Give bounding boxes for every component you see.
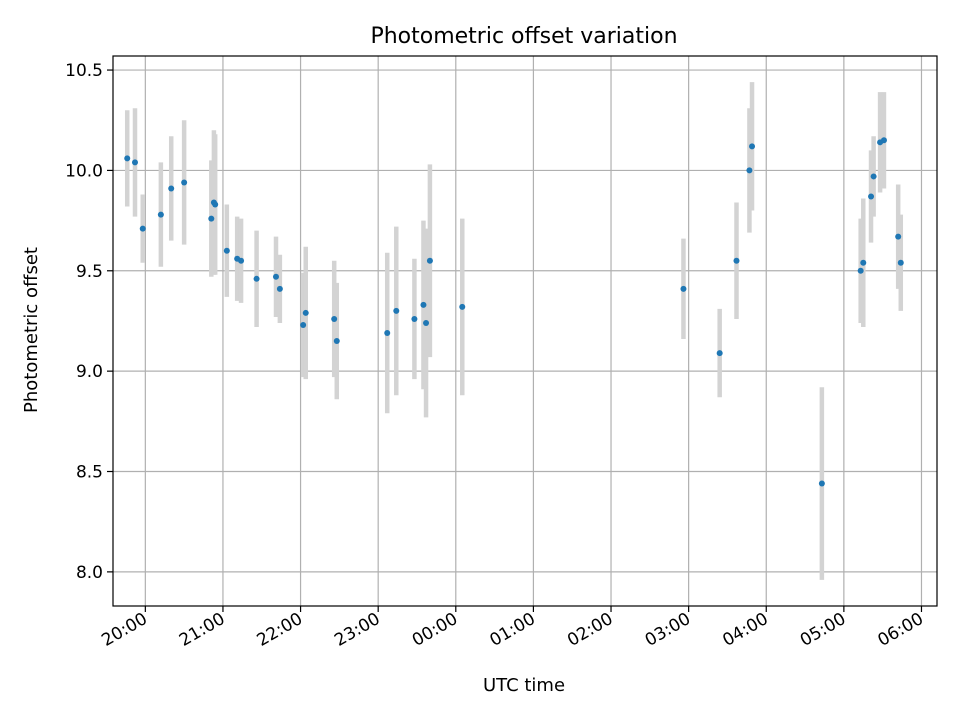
data-point: [870, 173, 877, 180]
data-point: [208, 215, 215, 222]
data-point: [868, 193, 875, 200]
y-tick-label: 9.5: [76, 262, 103, 282]
x-axis-label: UTC time: [483, 675, 565, 696]
data-point: [238, 257, 245, 264]
x-tick-label: 20:00: [98, 609, 150, 651]
x-tick-label: 02:00: [564, 609, 616, 651]
x-tick-label: 01:00: [486, 609, 538, 651]
data-point: [897, 259, 904, 266]
data-point: [276, 285, 283, 292]
data-point: [384, 330, 391, 337]
y-tick-label: 10.5: [65, 61, 103, 81]
data-point: [880, 137, 887, 144]
x-tick-label: 23:00: [331, 609, 383, 651]
data-point: [300, 321, 307, 328]
data-point: [223, 247, 230, 254]
x-tick-label: 04:00: [719, 609, 771, 651]
data-point: [181, 179, 188, 186]
data-point: [302, 309, 309, 316]
data-point: [749, 143, 756, 150]
data-point: [331, 315, 338, 322]
data-point: [124, 155, 131, 162]
y-tick-label: 9.0: [76, 362, 103, 382]
x-axis-ticks: 20:00 21:00 22:00 23:00 00:00 01:00 02:00 03:00…: [98, 606, 927, 651]
chart-title: Photometric offset variation: [370, 24, 677, 49]
y-tick-label: 8.5: [76, 463, 103, 483]
data-point: [818, 480, 825, 487]
data-point: [411, 315, 418, 322]
data-point: [420, 301, 427, 308]
error-bars: [124, 82, 904, 580]
data-point: [895, 233, 902, 240]
y-axis-ticks: 8.0 8.5 9.0 9.5 10.0 10.5: [65, 61, 113, 583]
grid: [113, 56, 937, 606]
x-tick-label: 03:00: [642, 609, 694, 651]
y-tick-label: 8.0: [76, 563, 103, 583]
data-point: [733, 257, 740, 264]
x-tick-label: 00:00: [409, 609, 461, 651]
data-point: [426, 257, 433, 264]
data-point: [857, 267, 864, 274]
x-tick-label: 22:00: [254, 609, 306, 651]
data-point: [680, 285, 687, 292]
y-tick-label: 10.0: [65, 161, 103, 181]
data-point: [746, 167, 753, 174]
x-tick-label: 05:00: [797, 609, 849, 651]
data-point: [212, 201, 219, 208]
x-tick-label: 21:00: [176, 609, 228, 651]
y-axis-label: Photometric offset: [21, 247, 42, 413]
data-point: [393, 307, 400, 314]
data-points: [124, 137, 904, 487]
data-point: [272, 273, 279, 280]
data-point: [716, 350, 723, 357]
data-point: [168, 185, 175, 192]
x-tick-label: 06:00: [875, 609, 927, 651]
data-point: [333, 338, 340, 345]
data-point: [860, 259, 867, 266]
data-point: [131, 159, 138, 166]
plot-frame: [112, 55, 938, 607]
data-point: [253, 275, 260, 282]
data-point: [157, 211, 164, 218]
data-point: [423, 319, 430, 326]
data-point: [459, 303, 466, 310]
data-point: [139, 225, 146, 232]
